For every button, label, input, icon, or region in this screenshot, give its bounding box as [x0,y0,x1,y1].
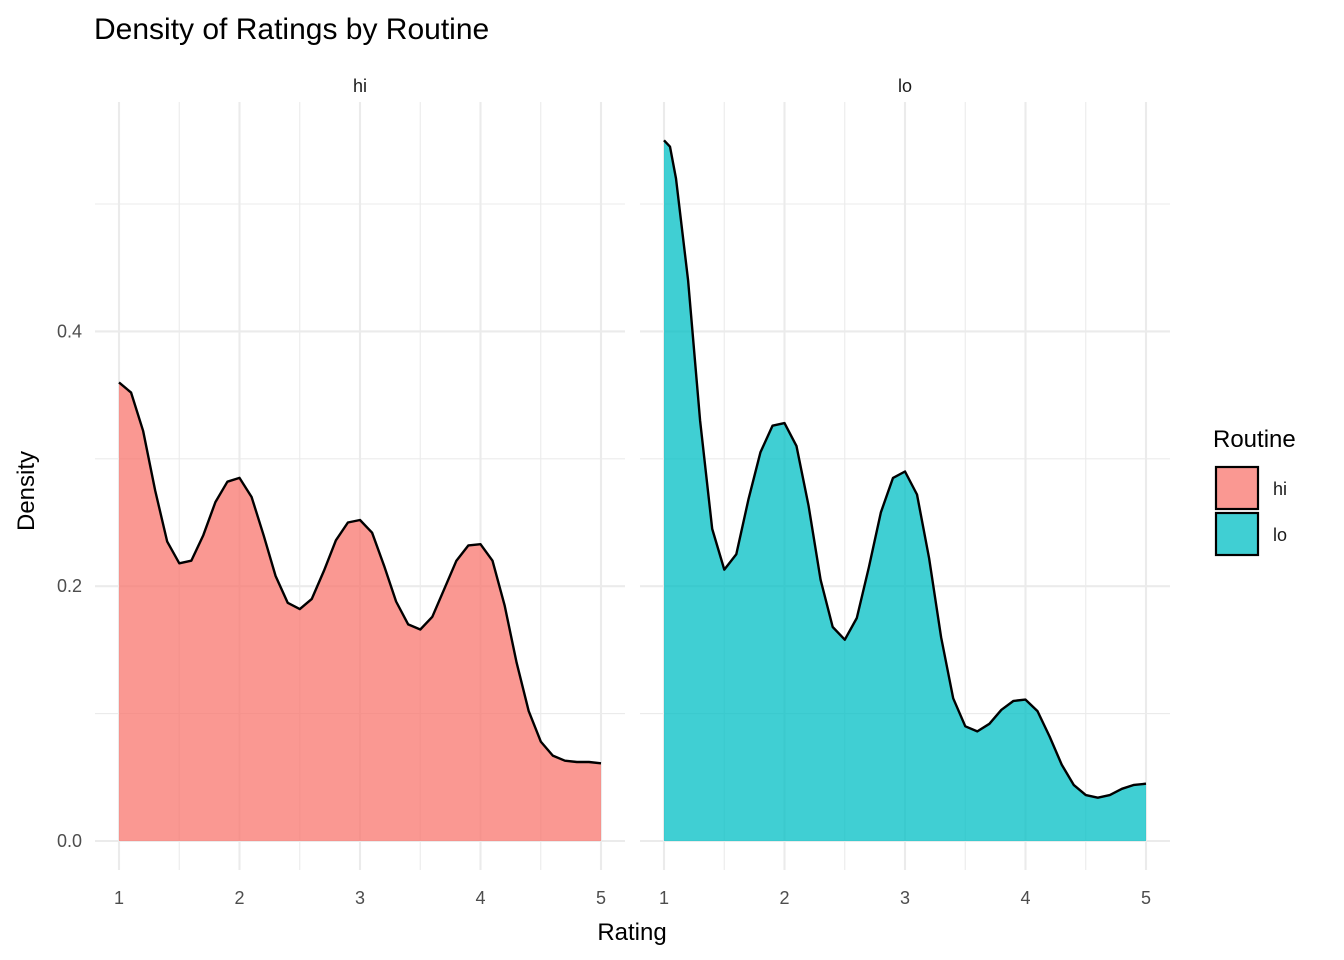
x-tick-label: 4 [1020,888,1030,908]
legend: Routine hi lo [1213,426,1296,557]
facet-strip-label-lo: lo [898,76,912,96]
x-tick-label: 1 [114,888,124,908]
y-tick-label: 0.0 [57,831,82,851]
facet-strip-label-hi: hi [353,76,367,96]
facet-panel-hi: hi [95,76,625,870]
facet-panel-lo: lo [640,76,1170,870]
x-tick-label: 3 [900,888,910,908]
legend-label-hi: hi [1273,479,1287,499]
legend-title: Routine [1213,426,1296,453]
y-axis-title: Density [13,451,40,531]
legend-swatch-hi [1214,465,1260,511]
x-tick-label: 3 [355,888,365,908]
density-line-hi [118,381,602,765]
x-tick-label: 5 [596,888,606,908]
chart-title: Density of Ratings by Routine [94,13,489,46]
density-line-lo [663,139,1147,799]
density-area-hi [119,382,601,841]
x-tick-label: 2 [234,888,244,908]
x-axis-title: Rating [597,919,666,946]
x-tick-label: 2 [779,888,789,908]
x-tick-label: 1 [659,888,669,908]
legend-swatch-lo [1214,511,1260,557]
x-tick-label: 5 [1141,888,1151,908]
density-area-lo [664,140,1146,842]
y-tick-label: 0.4 [57,321,82,341]
x-axis-ticks: 1 2 3 4 5 1 2 3 4 5 [114,888,1151,908]
legend-label-lo: lo [1273,525,1287,545]
x-tick-label: 4 [475,888,485,908]
y-axis-ticks: 0.0 0.2 0.4 [57,321,82,851]
y-tick-label: 0.2 [57,576,82,596]
legend-items: hi lo [1214,465,1287,557]
